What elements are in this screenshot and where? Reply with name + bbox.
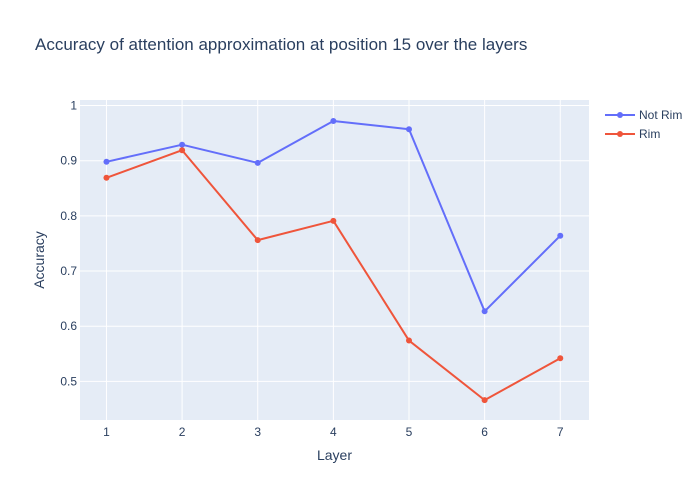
data-point-not-rim[interactable] [330, 117, 337, 124]
series [103, 117, 564, 404]
data-point-rim[interactable] [179, 147, 186, 154]
y-tick-label: 0.5 [60, 374, 77, 388]
legend-label: Rim [639, 127, 660, 141]
data-point-not-rim[interactable] [254, 159, 261, 166]
x-tick-label: 4 [330, 425, 337, 439]
x-tick-label: 5 [406, 425, 413, 439]
legend-label: Not Rim [639, 108, 682, 122]
x-tick-label: 1 [103, 425, 110, 439]
y-tick-label: 0.6 [60, 319, 77, 333]
chart-title: Accuracy of attention approximation at p… [35, 35, 527, 54]
y-axis-title: Accuracy [31, 231, 47, 289]
y-tick-label: 0.8 [60, 209, 77, 223]
legend-swatch-marker [617, 131, 623, 137]
x-tick-label: 6 [481, 425, 488, 439]
y-tick-label: 0.7 [60, 264, 77, 278]
x-tick-label: 3 [254, 425, 261, 439]
data-point-not-rim[interactable] [481, 308, 488, 315]
data-point-rim[interactable] [405, 337, 412, 344]
legend-item-rim[interactable]: Rim [605, 127, 660, 141]
legend-item-not-rim[interactable]: Not Rim [605, 108, 682, 122]
plot-background [80, 100, 589, 420]
x-tick-label: 2 [179, 425, 186, 439]
data-point-rim[interactable] [557, 355, 564, 362]
data-point-rim[interactable] [254, 237, 261, 244]
grid [80, 100, 589, 420]
data-point-not-rim[interactable] [179, 141, 186, 148]
x-tick-label: 7 [557, 425, 564, 439]
y-tick-label: 1 [70, 99, 77, 113]
series-rim [103, 147, 564, 404]
y-tick-label: 0.9 [60, 154, 77, 168]
x-axis-ticks: 1 2 3 4 5 6 7 [103, 425, 564, 439]
y-axis-ticks: 0.5 0.6 0.7 0.8 0.9 1 [60, 99, 77, 389]
series-not-rim [103, 117, 564, 315]
legend-swatch-marker [617, 112, 623, 118]
data-point-not-rim[interactable] [405, 126, 412, 133]
data-point-not-rim[interactable] [103, 158, 110, 165]
data-point-rim[interactable] [103, 174, 110, 181]
x-axis-title: Layer [317, 447, 352, 463]
data-point-not-rim[interactable] [557, 232, 564, 239]
data-point-rim[interactable] [330, 217, 337, 224]
legend[interactable]: Not Rim Rim [605, 108, 682, 141]
data-point-rim[interactable] [481, 397, 488, 404]
